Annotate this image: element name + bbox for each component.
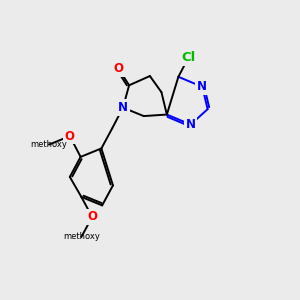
Text: N: N	[118, 101, 128, 114]
Text: methoxy: methoxy	[31, 140, 68, 149]
Text: O: O	[113, 62, 123, 75]
Text: O: O	[65, 130, 75, 142]
Text: methoxy: methoxy	[63, 232, 100, 242]
Text: N: N	[186, 118, 196, 131]
Text: O: O	[87, 211, 97, 224]
Text: Cl: Cl	[181, 51, 196, 64]
Text: N: N	[197, 80, 207, 93]
